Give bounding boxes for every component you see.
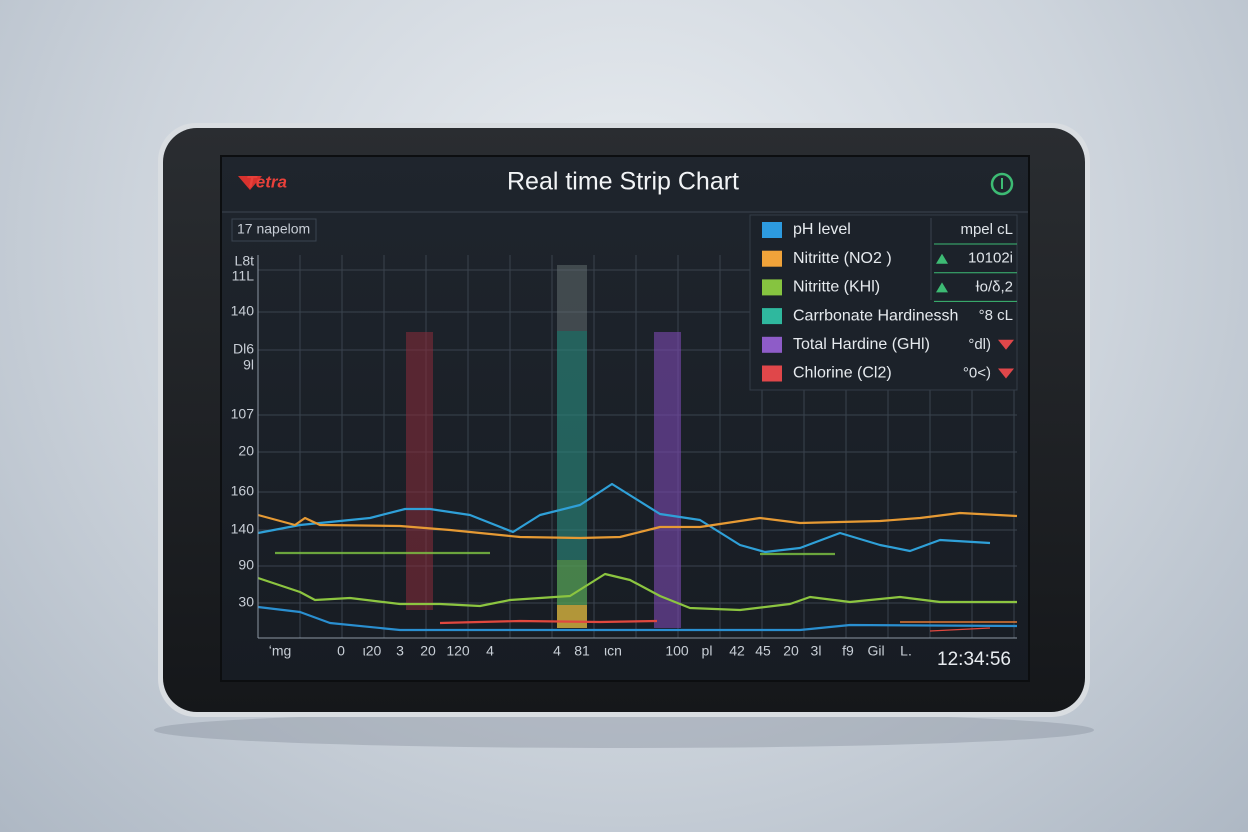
band-grey [557, 265, 587, 331]
legend-reading: °dl) [968, 336, 991, 353]
legend-name: Chlorine (Cl2) [793, 365, 892, 382]
y-tick-label: 30 [238, 594, 254, 610]
panel-label-box [231, 218, 317, 242]
band-purple [654, 332, 681, 628]
legend-reading: mpel cL [960, 221, 1013, 238]
x-tick-label: 4 [553, 643, 561, 659]
clock: 12:34:56 [937, 649, 1011, 670]
trend-up [936, 253, 948, 264]
legend-name: pH level [793, 221, 851, 238]
x-tick-label: Gil [867, 643, 884, 659]
y-tick-label: 160 [231, 483, 255, 499]
x-tick-label: 20 [783, 643, 799, 659]
y-tick-label: 90 [238, 557, 254, 573]
shadow [154, 712, 1094, 748]
band-red [406, 332, 433, 610]
trend-down [998, 368, 1014, 379]
legend-reading: Ɨo/δ,2 [975, 278, 1013, 295]
x-tick-label: pl [702, 643, 713, 659]
x-tick-label: 100 [665, 643, 689, 659]
y-tick-label: L8t [235, 253, 255, 269]
trace-red-low [929, 627, 991, 632]
trace-blue [257, 482, 991, 554]
x-tick-label: 3l [811, 643, 822, 659]
x-tick-label: 0 [337, 643, 345, 659]
trend-down [998, 339, 1014, 350]
legend-swatch [762, 250, 782, 267]
x-tick-label: 120 [446, 643, 470, 659]
y-tick-label: 140 [231, 303, 255, 319]
trace-green [257, 572, 1017, 612]
x-tick-label: 45 [755, 643, 771, 659]
y-tick-label: 20 [238, 443, 254, 459]
traces [257, 482, 1018, 632]
x-tick-label: ʻmg [269, 643, 292, 659]
legend-swatch [762, 308, 782, 325]
x-tick-label: 3 [396, 643, 404, 659]
y-tick-label: 107 [231, 406, 255, 422]
x-tick-label: 42 [729, 643, 745, 659]
x-tick-label: L. [900, 643, 912, 659]
y-tick-label: 140 [231, 521, 255, 537]
legend-reading: °8 cL [979, 307, 1013, 324]
band-yellow [557, 605, 587, 628]
legend-name: Nitritte (NO2 ) [793, 250, 892, 267]
title: Real time Strip Chart [507, 168, 739, 196]
power-button[interactable] [990, 172, 1014, 196]
legend: pH level mpel cL Nitritte (NO2 ) 10102i Nitr… [762, 221, 1017, 382]
x-tick-label: ιcn [604, 643, 622, 659]
x-tick-label: 4 [486, 643, 494, 659]
legend-name: Carrbonate Hardinessh [793, 307, 958, 324]
legend-name: Nitritte (KHl) [793, 279, 880, 296]
trace-red [439, 619, 658, 625]
logo: Tetra [246, 172, 287, 191]
panel-label: 17 napelom [237, 221, 310, 237]
trace-blue-low [257, 605, 1018, 632]
legend-swatch [762, 222, 782, 238]
legend-reading: 10102i [968, 250, 1013, 267]
x-tick-label: ι20 [363, 643, 382, 659]
y-tick-label: Dl6 [233, 341, 254, 357]
legend-swatch [762, 279, 782, 296]
x-tick-label: f9 [842, 643, 854, 659]
logo-mark [238, 176, 262, 190]
legend-name: Total Hardine (GHl) [793, 336, 930, 353]
legend-reading: °0<) [963, 364, 991, 381]
x-tick-label: 20 [420, 643, 436, 659]
y-tick-label: 11L [232, 268, 255, 284]
y-tick-label: 9l [243, 357, 254, 373]
trend-up [936, 282, 948, 293]
trace-orange [257, 511, 1018, 540]
legend-swatch [762, 365, 782, 382]
x-tick-label: 81 [574, 643, 590, 659]
legend-swatch [762, 336, 782, 353]
band-green [557, 560, 587, 605]
